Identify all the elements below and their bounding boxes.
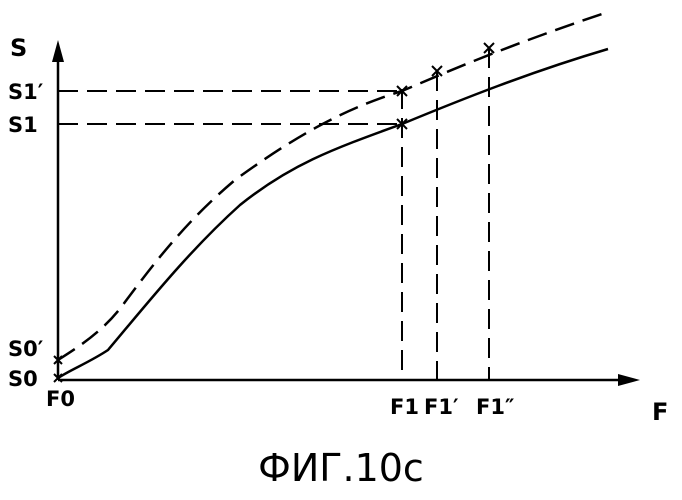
x-axis-label: F	[652, 398, 668, 426]
y-tick-s1: S1	[8, 113, 38, 137]
x-axis-arrow	[618, 374, 640, 386]
y-axis-arrow	[52, 40, 64, 62]
x-tick-f0: F0	[46, 387, 75, 411]
dashed-curve	[58, 12, 608, 360]
y-tick-s0-prime: S0′	[8, 337, 44, 361]
x-tick-f1-double-prime: F1″	[476, 395, 514, 419]
y-axis-label: S	[10, 34, 27, 62]
y-tick-s1-prime: S1′	[8, 80, 44, 104]
chart-figure: S F S1′ S1 S0′ S0 F0 F1 F1′ F1″	[0, 0, 682, 440]
solid-curve	[58, 49, 608, 378]
figure-caption: ФИГ.10с	[0, 446, 682, 490]
x-tick-f1-prime: F1′	[424, 395, 459, 419]
y-tick-s0: S0	[8, 367, 38, 391]
x-tick-f1: F1	[390, 395, 419, 419]
point-markers	[54, 43, 494, 382]
